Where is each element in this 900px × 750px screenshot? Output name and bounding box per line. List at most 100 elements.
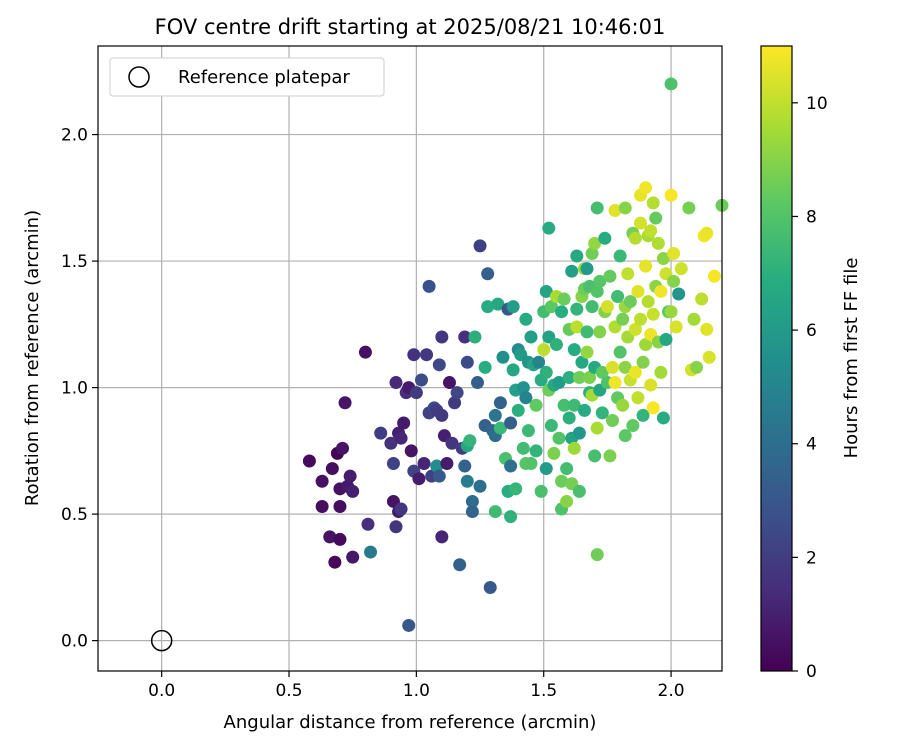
data-point [690,360,704,374]
data-point [605,360,619,374]
data-point [580,325,594,339]
data-point [646,401,660,415]
data-point [511,403,525,417]
data-point [519,391,533,405]
data-point [567,398,581,412]
data-point [506,300,520,314]
colorbar-gradient [760,45,793,672]
data-point [639,259,653,273]
data-point [618,429,632,443]
reference-platepar-marker [150,629,173,652]
data-point [583,370,597,384]
data-point [537,343,551,357]
data-point [555,305,569,319]
data-point [504,459,518,473]
data-point [598,231,612,245]
data-point [386,457,400,471]
data-point [608,203,622,217]
data-point [315,474,329,488]
y-tick-label: 1.5 [61,252,88,272]
data-point [435,408,449,422]
data-point [580,345,594,359]
data-point [631,391,645,405]
data-point [613,345,627,359]
x-tick-label: 2.0 [658,681,685,701]
data-point [407,348,421,362]
data-point [628,231,642,245]
data-point [664,305,678,319]
plot-area: 0.0 0.5 1.0 1.5 2.0 0.0 0.5 1.0 1.5 2.0 [61,45,729,701]
y-axis-label: Rotation from reference (arcmin) [22,210,43,506]
data-point [557,398,571,412]
colorbar: 0 2 4 6 8 10 Hours from first FF file [760,45,862,682]
data-point [577,403,591,417]
data-point [509,482,523,496]
data-point [639,338,653,352]
data-point [626,419,640,433]
data-point [516,381,530,395]
data-point [524,330,538,344]
data-point [315,500,329,514]
data-point [611,290,625,304]
data-point [453,558,467,572]
data-point [488,408,502,422]
data-point [636,408,650,422]
data-point [570,302,584,316]
data-point [603,269,617,283]
data-point [590,548,604,562]
data-point [483,580,497,594]
data-point [346,550,360,564]
data-point [595,365,609,379]
colorbar-tick-label: 0 [806,662,817,682]
data-point [442,376,456,390]
colorbar-tick-label: 10 [806,94,828,114]
data-point [567,343,581,357]
data-point [651,236,665,250]
data-point [374,426,388,440]
data-point [633,216,647,230]
y-tick-label: 0.0 [61,632,88,652]
data-point [565,264,579,278]
data-point [504,510,518,524]
data-point [450,386,464,400]
data-point [506,363,520,377]
data-point [397,416,411,430]
data-point [422,279,436,293]
data-point [417,457,431,471]
data-point [470,376,484,390]
data-point [585,246,599,260]
data-point [343,469,357,483]
data-point [384,436,398,450]
data-point [562,370,576,384]
x-tick-label: 0.0 [148,681,175,701]
data-point [468,330,482,344]
data-point [519,312,533,326]
data-point [521,424,535,438]
data-point [570,249,584,263]
y-axis-ticks: 0.0 0.5 1.0 1.5 2.0 [61,126,98,652]
data-point [628,365,642,379]
data-point [420,348,434,362]
data-point [639,181,653,195]
data-point [465,505,479,519]
data-point [534,484,548,498]
data-point [448,396,462,410]
data-point [618,360,632,374]
data-point [394,502,408,516]
data-point [460,355,474,369]
data-point [460,474,474,488]
data-point [664,188,678,202]
data-point [432,358,446,372]
data-point [585,300,599,314]
data-point [605,413,619,427]
data-point [435,530,449,544]
data-point [414,373,428,387]
chart-title: FOV centre drift starting at 2025/08/21 … [155,15,666,39]
y-tick-label: 0.5 [61,505,88,525]
data-point [493,396,507,410]
legend: Reference platepar [109,57,385,97]
colorbar-tick-label: 8 [806,207,817,227]
data-point [465,494,479,508]
data-point [435,330,449,344]
